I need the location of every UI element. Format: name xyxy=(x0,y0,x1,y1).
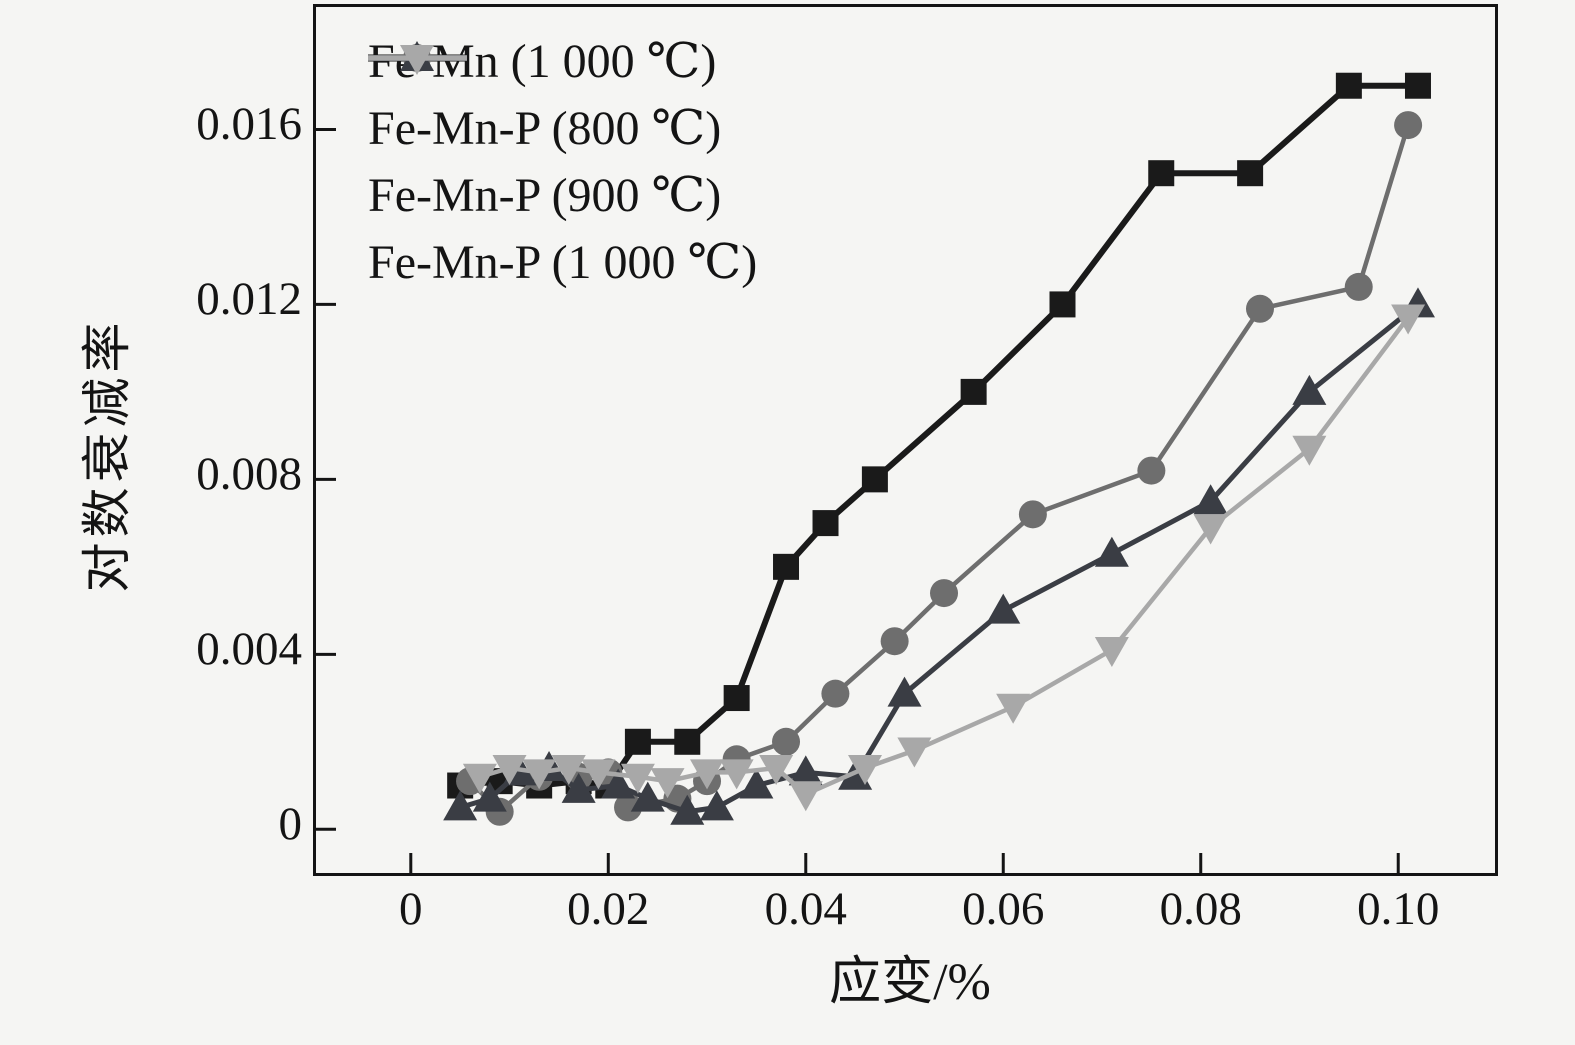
data-point-fe-mn-1000c xyxy=(1335,72,1362,99)
plot-area: Fe-Mn (1 000 ℃) Fe-Mn-P (800 ℃) Fe-Mn-P (9… xyxy=(313,4,1498,876)
y-tick-label: 0 xyxy=(278,798,303,851)
data-point-fe-mn-1000c xyxy=(624,728,651,755)
series-line-fe-mn-p-900c xyxy=(459,302,1420,815)
x-tick-label: 0.10 xyxy=(1357,883,1440,935)
plot-svg xyxy=(316,72,1435,873)
data-point-fe-mn-1000c xyxy=(1049,291,1076,318)
data-point-fe-mn-1000c xyxy=(1237,160,1264,187)
legend-item-fe-mn-p-1000c: Fe-Mn-P (1 000 ℃) xyxy=(368,45,758,296)
data-point-fe-mn-1000c xyxy=(861,466,888,493)
data-point-fe-mn-p-900c xyxy=(887,676,922,707)
data-point-fe-mn-p-900c xyxy=(699,790,734,821)
data-point-fe-mn-p-900c xyxy=(472,781,507,812)
legend-marker-glyph xyxy=(400,45,434,75)
data-point-fe-mn-p-900c xyxy=(986,593,1021,624)
y-tick-label: 0.012 xyxy=(196,273,302,326)
series-fe-mn-p-1000c xyxy=(462,304,1426,812)
data-point-fe-mn-p-1000c xyxy=(897,737,932,768)
data-point-fe-mn-p-1000c xyxy=(492,755,527,786)
x-tick-label: 0.04 xyxy=(764,883,847,935)
data-point-fe-mn-p-800c xyxy=(821,679,850,708)
data-point-fe-mn-p-1000c xyxy=(1094,636,1129,667)
data-point-fe-mn-1000c xyxy=(723,685,750,712)
legend-marker-triangle-down-icon xyxy=(368,45,467,75)
data-point-fe-mn-p-1000c xyxy=(551,755,586,786)
data-point-fe-mn-1000c xyxy=(773,553,800,580)
data-point-fe-mn-p-800c xyxy=(1245,294,1274,323)
data-point-fe-mn-p-900c xyxy=(601,768,636,799)
data-point-fe-mn-p-1000c xyxy=(522,759,557,790)
data-point-fe-mn-1000c xyxy=(1404,72,1431,99)
data-point-fe-mn-p-1000c xyxy=(650,768,685,799)
data-point-fe-mn-p-900c xyxy=(1193,484,1228,515)
data-point-fe-mn-p-900c xyxy=(630,781,665,812)
data-point-fe-mn-p-1000c xyxy=(462,763,497,794)
legend-label: Fe-Mn-P (900 ℃) xyxy=(368,168,722,222)
data-point-fe-mn-p-900c xyxy=(1292,374,1327,405)
data-point-fe-mn-p-1000c xyxy=(788,781,823,812)
data-point-fe-mn-p-1000c xyxy=(848,755,883,786)
data-point-fe-mn-p-1000c xyxy=(690,759,725,790)
data-point-fe-mn-p-800c xyxy=(930,579,959,608)
legend-item-fe-mn-p-900c: Fe-Mn-P (900 ℃) xyxy=(368,41,757,229)
data-point-fe-mn-p-900c xyxy=(788,755,823,786)
data-point-fe-mn-p-800c xyxy=(1018,500,1047,529)
y-tick-label: 0.004 xyxy=(196,623,302,676)
data-point-fe-mn-p-1000c xyxy=(996,693,1031,724)
data-point-fe-mn-1000c xyxy=(960,378,987,405)
data-point-fe-mn-1000c xyxy=(674,728,701,755)
data-point-fe-mn-p-900c xyxy=(739,768,774,799)
x-tick-label: 0 xyxy=(399,883,423,935)
x-axis-title: 应变/% xyxy=(829,954,991,1011)
y-tick-label: 0.016 xyxy=(196,98,302,151)
x-tick-label: 0.06 xyxy=(962,883,1045,935)
legend-item-fe-mn-p-800c: Fe-Mn-P (800 ℃) xyxy=(368,44,757,162)
data-point-fe-mn-p-800c xyxy=(772,727,801,756)
data-point-fe-mn-p-800c xyxy=(880,627,909,656)
x-tick-label: 0.02 xyxy=(567,883,650,935)
data-point-fe-mn-p-1000c xyxy=(759,755,794,786)
data-point-fe-mn-p-1000c xyxy=(1193,514,1228,545)
data-point-fe-mn-p-900c xyxy=(670,794,705,825)
data-point-fe-mn-1000c xyxy=(812,510,839,537)
data-point-fe-mn-p-1000c xyxy=(581,759,616,790)
data-point-fe-mn-p-900c xyxy=(443,790,478,821)
legend-label: Fe-Mn-P (800 ℃) xyxy=(368,101,722,155)
data-point-fe-mn-p-900c xyxy=(1094,536,1129,567)
data-point-fe-mn-p-800c xyxy=(1137,456,1166,485)
legend: Fe-Mn (1 000 ℃) Fe-Mn-P (800 ℃) Fe-Mn-P (9… xyxy=(368,28,757,296)
data-point-fe-mn-p-900c xyxy=(561,772,596,803)
data-point-fe-mn-p-800c xyxy=(1344,272,1373,301)
data-point-fe-mn-p-1000c xyxy=(1391,304,1426,335)
y-tick-label: 0.008 xyxy=(196,448,302,501)
data-point-fe-mn-p-1000c xyxy=(719,759,754,790)
data-point-fe-mn-p-1000c xyxy=(1292,435,1327,466)
x-tick-label: 0.08 xyxy=(1159,883,1242,935)
series-line-fe-mn-p-1000c xyxy=(479,316,1410,797)
data-point-fe-mn-p-800c xyxy=(614,793,643,822)
data-point-fe-mn-1000c xyxy=(1148,160,1175,187)
legend-label: Fe-Mn-P (1 000 ℃) xyxy=(368,235,758,289)
data-point-fe-mn-p-800c xyxy=(1394,111,1423,140)
series-fe-mn-p-900c xyxy=(443,287,1435,825)
data-point-fe-mn-p-1000c xyxy=(620,763,655,794)
